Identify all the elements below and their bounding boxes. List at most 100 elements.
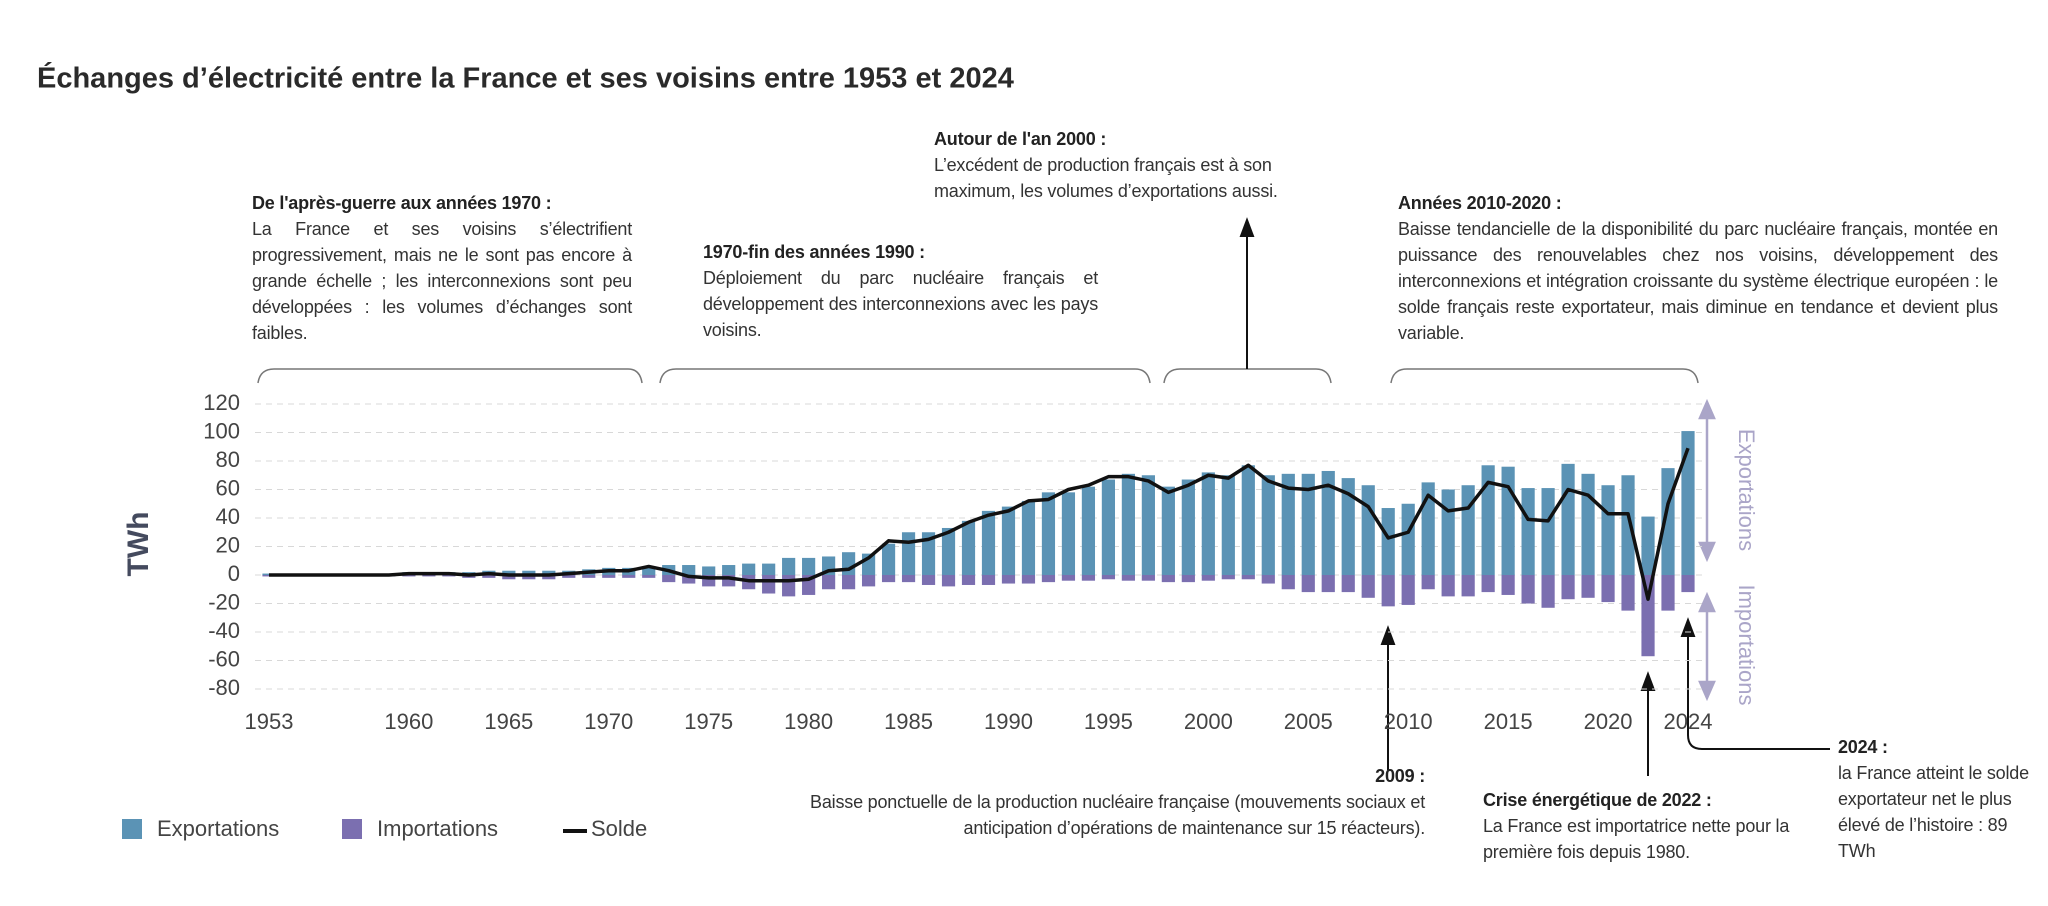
annotation-title: De l'après-guerre aux années 1970 : bbox=[252, 193, 552, 213]
x-tick-label: 1975 bbox=[684, 709, 733, 734]
annotation-title: 2009 : bbox=[1375, 766, 1425, 786]
bar bbox=[1341, 478, 1355, 575]
annotation: 2009 : Baisse ponctuelle de la production… bbox=[760, 763, 1425, 841]
bar bbox=[1161, 575, 1175, 583]
bar bbox=[1101, 575, 1116, 580]
bar bbox=[1281, 575, 1295, 590]
bar bbox=[1301, 575, 1315, 593]
bar bbox=[782, 575, 796, 597]
bar bbox=[1221, 475, 1235, 575]
bar bbox=[881, 575, 896, 583]
arrow-head bbox=[1380, 625, 1396, 645]
bar bbox=[1361, 575, 1375, 598]
x-tick-label: 2010 bbox=[1384, 709, 1433, 734]
bar bbox=[1581, 575, 1595, 598]
bar bbox=[1601, 485, 1615, 575]
bar bbox=[1561, 463, 1575, 575]
bar bbox=[802, 557, 816, 575]
annotation: Crise énergétique de 2022 : La France est… bbox=[1483, 787, 1803, 865]
bar bbox=[1341, 575, 1355, 593]
bar bbox=[662, 575, 676, 583]
bar bbox=[582, 575, 596, 578]
bar bbox=[1001, 575, 1016, 584]
bar bbox=[921, 575, 936, 585]
bar bbox=[722, 565, 736, 575]
bar bbox=[981, 575, 996, 585]
y-tick-label: -20 bbox=[208, 589, 240, 614]
bar bbox=[1601, 575, 1615, 603]
annotation-text: la France atteint le solde exportateur n… bbox=[1838, 763, 2029, 861]
bar bbox=[1521, 575, 1535, 604]
bar bbox=[1661, 575, 1675, 611]
annotation-text: Déploiement du parc nucléaire français e… bbox=[703, 268, 1098, 340]
bar bbox=[1541, 575, 1555, 608]
arrows bbox=[1239, 217, 1830, 776]
y-axis-label: TWh bbox=[122, 512, 155, 577]
bar bbox=[682, 565, 696, 575]
annotation: 1970-fin des années 1990 : Déploiement du… bbox=[703, 239, 1098, 343]
legend-label: Importations bbox=[377, 816, 498, 841]
annotation-text: L’excédent de production français est à … bbox=[934, 155, 1278, 201]
bar bbox=[402, 575, 416, 577]
bar bbox=[1641, 516, 1655, 575]
annotation-title: 2024 : bbox=[1838, 737, 1888, 757]
bar bbox=[1061, 575, 1076, 581]
annotation: 2024 : la France atteint le solde exporta… bbox=[1838, 734, 2038, 864]
annotation-text: La France est importatrice nette pour la… bbox=[1483, 816, 1790, 862]
bar bbox=[961, 575, 976, 585]
bar bbox=[841, 552, 856, 575]
annotation: Années 2010-2020 : Baisse tendancielle de… bbox=[1398, 190, 1998, 346]
bar bbox=[901, 575, 916, 583]
bar bbox=[861, 575, 876, 587]
bar bbox=[622, 575, 636, 578]
y-tick-label: 120 bbox=[203, 390, 240, 415]
annotation-text: Baisse tendancielle de la disponibilité … bbox=[1398, 219, 1998, 343]
bar bbox=[1581, 473, 1595, 575]
x-tick-label: 1970 bbox=[584, 709, 633, 734]
bar bbox=[1061, 492, 1076, 575]
bar bbox=[762, 563, 776, 575]
bar bbox=[1261, 475, 1275, 575]
bar bbox=[1681, 575, 1695, 593]
bracket bbox=[1163, 368, 1332, 384]
x-tick-label: 2005 bbox=[1284, 709, 1333, 734]
annotation: Autour de l'an 2000 : L’excédent de produ… bbox=[934, 126, 1354, 204]
bar bbox=[1321, 575, 1335, 593]
bar bbox=[1281, 473, 1295, 575]
bar bbox=[1081, 486, 1096, 575]
bar bbox=[502, 570, 516, 575]
bar bbox=[1301, 473, 1315, 575]
bar bbox=[1201, 575, 1215, 581]
bar bbox=[1401, 503, 1415, 575]
bar bbox=[742, 563, 756, 575]
bar bbox=[1121, 473, 1135, 575]
line bbox=[269, 447, 1690, 601]
bar bbox=[1381, 508, 1395, 575]
bar bbox=[522, 575, 536, 580]
bracket bbox=[1390, 368, 1699, 384]
bar bbox=[1421, 575, 1435, 590]
bar bbox=[1221, 575, 1235, 580]
arrow-head bbox=[1239, 217, 1255, 237]
bar bbox=[1201, 472, 1215, 575]
bar bbox=[542, 575, 556, 580]
bar bbox=[1321, 470, 1335, 575]
bar bbox=[762, 575, 776, 594]
bracket bbox=[659, 368, 1151, 384]
bar bbox=[562, 575, 576, 578]
bar bbox=[602, 575, 616, 578]
bar bbox=[1361, 485, 1375, 575]
annotation-title: Crise énergétique de 2022 : bbox=[1483, 790, 1712, 810]
bar bbox=[1501, 466, 1515, 575]
x-tick-label: 2015 bbox=[1484, 709, 1533, 734]
bar bbox=[642, 567, 656, 575]
x-tick-label: 2020 bbox=[1584, 709, 1633, 734]
bar bbox=[782, 557, 796, 575]
x-tick-label: 2000 bbox=[1184, 709, 1233, 734]
bar bbox=[941, 575, 956, 587]
bar bbox=[1521, 488, 1535, 575]
chart-title: Échanges d’électricité entre la France e… bbox=[37, 61, 1014, 95]
legend-swatch bbox=[122, 819, 142, 839]
